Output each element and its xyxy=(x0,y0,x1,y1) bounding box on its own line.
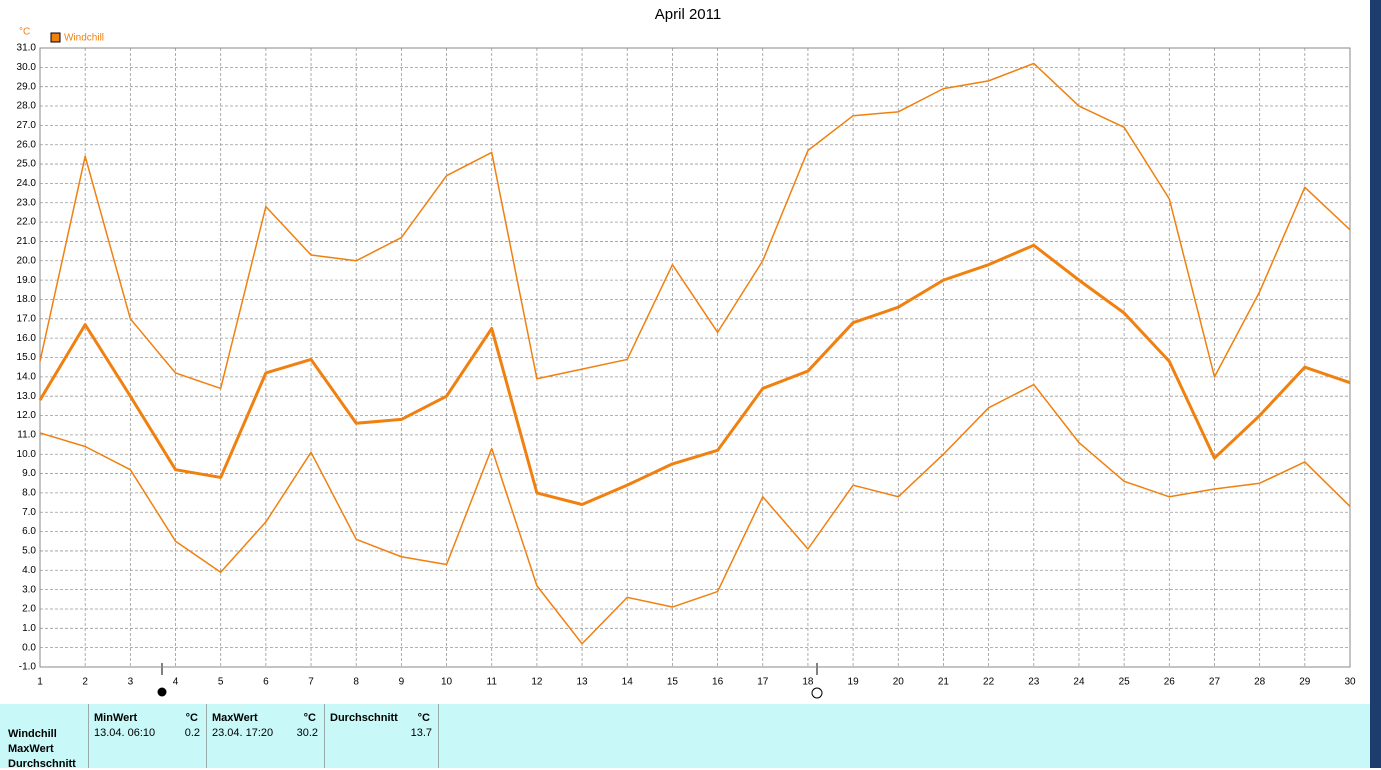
x-tick-label: 2 xyxy=(82,677,88,688)
x-tick-label: 7 xyxy=(308,677,314,688)
x-tick-label: 10 xyxy=(441,677,453,688)
x-tick-label: 4 xyxy=(173,677,179,688)
column-unit: °C xyxy=(417,712,430,724)
row-label: MaxWert xyxy=(8,743,54,755)
plot-border xyxy=(39,47,1351,668)
y-tick-label: 21.0 xyxy=(17,236,37,247)
x-tick-label: 16 xyxy=(712,677,724,688)
y-tick-label: 10.0 xyxy=(17,449,37,460)
y-tick-label: 15.0 xyxy=(17,352,37,363)
x-tick-label: 3 xyxy=(128,677,134,688)
x-tick-label: 13 xyxy=(577,677,589,688)
y-tick-label: 26.0 xyxy=(17,139,37,150)
row-labels: Windchill MaxWert Durchschnitt xyxy=(0,704,89,770)
y-tick-label: 16.0 xyxy=(17,333,37,344)
stat-column: MinWert °C 13.04. 06:10 0.2 xyxy=(88,704,207,768)
x-tick-label: 23 xyxy=(1028,677,1040,688)
y-tick-label: 27.0 xyxy=(17,120,37,131)
x-tick-label: 28 xyxy=(1254,677,1266,688)
y-tick-label: 17.0 xyxy=(17,313,37,324)
column-header: Durchschnitt xyxy=(330,712,398,724)
y-tick-label: 0.0 xyxy=(22,642,36,653)
x-tick-label: 18 xyxy=(802,677,814,688)
y-tick-label: 13.0 xyxy=(17,391,37,402)
x-tick-label: 5 xyxy=(218,677,224,688)
y-tick-label: 3.0 xyxy=(22,584,36,595)
stat-column: Durchschnitt °C 13.7 xyxy=(324,704,439,768)
y-tick-label: 23.0 xyxy=(17,197,37,208)
y-tick-label: 25.0 xyxy=(17,159,37,170)
x-tick-label: 22 xyxy=(983,677,995,688)
series-line xyxy=(39,62,1351,390)
y-tick-label: 18.0 xyxy=(17,294,37,305)
stat-value: 0.2 xyxy=(184,727,200,739)
chart: April 2011 °C Windchill -1.0 0.0 1.0 2.0 3.0… xyxy=(17,6,1356,699)
y-tick-label: 12.0 xyxy=(17,410,37,421)
y-tick-label: 6.0 xyxy=(22,526,36,537)
y-tick-label: 9.0 xyxy=(22,468,36,479)
x-tick-label: 9 xyxy=(399,677,405,688)
stats-panel: Windchill MaxWert Durchschnitt MinWert °C 13.… xyxy=(0,704,1370,770)
x-tick-label: 14 xyxy=(622,677,634,688)
y-tick-label: 8.0 xyxy=(22,488,36,499)
x-tick-label: 20 xyxy=(893,677,905,688)
x-tick-label: 1 xyxy=(37,677,43,688)
x-tick-label: 19 xyxy=(848,677,860,688)
y-tick-label: -1.0 xyxy=(19,662,37,673)
new-moon xyxy=(157,687,167,697)
window-edge xyxy=(1370,0,1381,768)
stat-value: 30.2 xyxy=(296,727,318,739)
chart-title: April 2011 xyxy=(655,6,721,23)
x-tick-label: 8 xyxy=(353,677,359,688)
row-label: Durchschnitt xyxy=(8,758,76,770)
x-tick-label: 17 xyxy=(757,677,769,688)
column-header: MinWert xyxy=(94,712,138,724)
x-tick-label: 25 xyxy=(1119,677,1131,688)
stat-column: MaxWert °C 23.04. 17:20 30.2 xyxy=(206,704,325,768)
column-header: MaxWert xyxy=(212,712,258,724)
x-tick-label: 11 xyxy=(487,677,498,688)
x-tick-label: 12 xyxy=(531,677,543,688)
stat-time: 13.04. 06:10 xyxy=(94,727,156,739)
column-unit: °C xyxy=(185,712,198,724)
y-tick-label: 5.0 xyxy=(22,546,36,557)
x-tick-label: 30 xyxy=(1344,677,1356,688)
y-tick-label: 19.0 xyxy=(17,275,37,286)
legend-label: Windchill xyxy=(64,33,104,44)
y-tick-label: 28.0 xyxy=(17,101,37,112)
column-unit: °C xyxy=(303,712,316,724)
y-tick-label: 4.0 xyxy=(22,565,36,576)
y-tick-label: 22.0 xyxy=(17,217,37,228)
stat-time: 23.04. 17:20 xyxy=(212,727,274,739)
y-tick-label: 31.0 xyxy=(17,43,37,54)
y-tick-label: 2.0 xyxy=(22,604,36,615)
x-tick-label: 24 xyxy=(1073,677,1085,688)
x-tick-label: 29 xyxy=(1299,677,1311,688)
y-tick-label: 11.0 xyxy=(17,430,36,441)
series-line xyxy=(38,243,1351,507)
full-moon xyxy=(811,687,823,699)
x-tick-label: 21 xyxy=(938,677,950,688)
stat-value: 13.7 xyxy=(410,727,432,739)
y-tick-label: 1.0 xyxy=(22,623,36,634)
y-tick-label: 7.0 xyxy=(22,507,36,518)
y-tick-label: 24.0 xyxy=(17,178,37,189)
y-tick-label: 29.0 xyxy=(17,81,37,92)
y-unit: °C xyxy=(19,27,30,38)
legend-swatch xyxy=(50,32,61,43)
x-tick-label: 27 xyxy=(1209,677,1221,688)
x-tick-label: 6 xyxy=(263,677,269,688)
x-tick-label: 15 xyxy=(667,677,679,688)
series-line xyxy=(39,383,1351,645)
row-label: Windchill xyxy=(8,728,57,740)
y-tick-label: 20.0 xyxy=(17,255,37,266)
y-tick-label: 30.0 xyxy=(17,62,37,73)
y-tick-label: 14.0 xyxy=(17,371,37,382)
x-tick-label: 26 xyxy=(1164,677,1176,688)
